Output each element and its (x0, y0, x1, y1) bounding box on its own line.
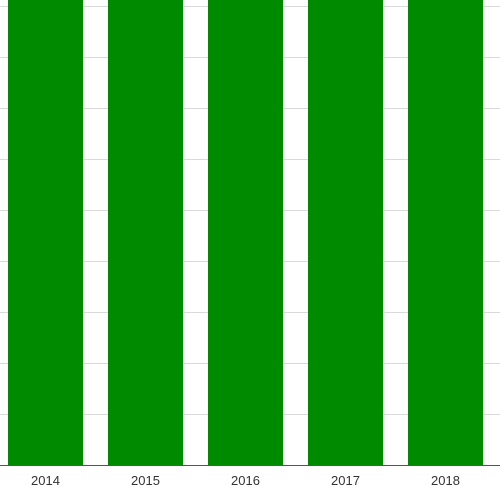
bar-segment-2017-series-1 (308, 0, 383, 465)
x-tick-label-2017: 2017 (331, 473, 360, 488)
bar-segment-2016-series-1 (208, 0, 283, 465)
bar-segment-2015-series-1 (108, 0, 183, 465)
x-tick-label-2016: 2016 (231, 473, 260, 488)
x-axis-tick-labels: 2014 2015 2016 2017 2018 (31, 473, 460, 488)
x-tick-label-2014: 2014 (31, 473, 60, 488)
bar-segment-2018-series-1 (408, 0, 483, 465)
bar-segment-2014-series-1 (8, 0, 83, 466)
x-tick-label-2018: 2018 (431, 473, 460, 488)
x-tick-label-2015: 2015 (131, 473, 160, 488)
bars (8, 0, 483, 466)
